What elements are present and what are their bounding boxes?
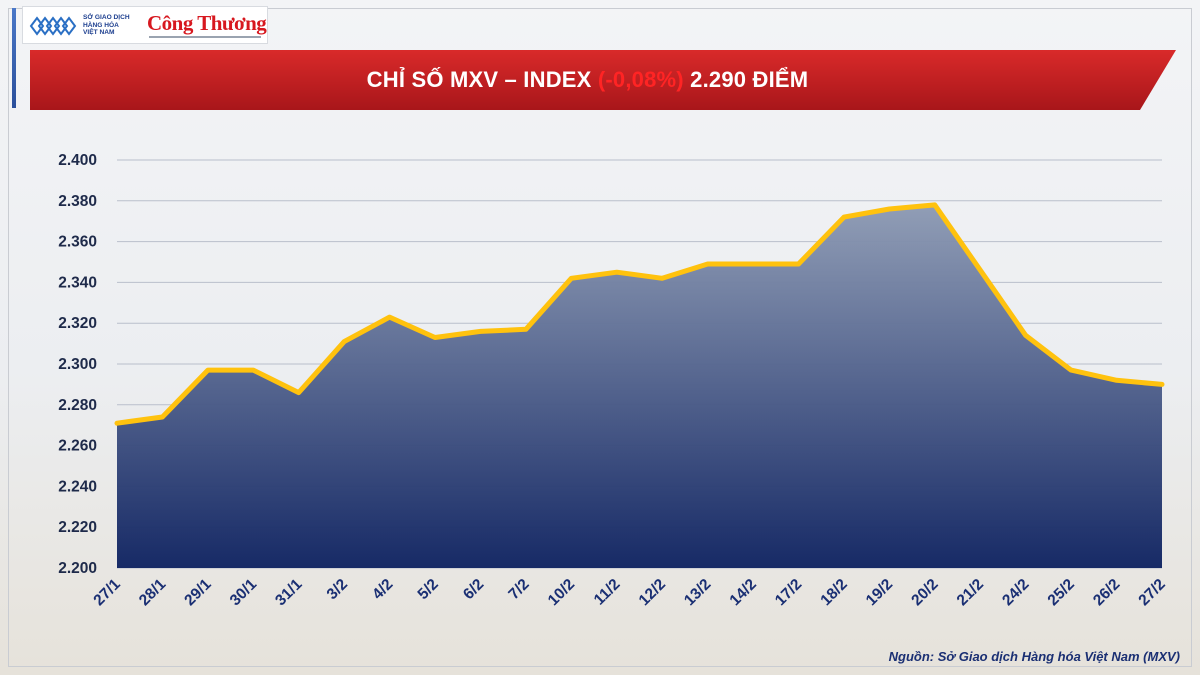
y-tick-label: 2.200	[58, 560, 97, 577]
mxv-logo-line-2: HÀNG HÓA	[83, 21, 119, 29]
title-prefix: CHỈ SỐ MXV – INDEX	[366, 67, 598, 92]
area-fill	[117, 204, 1162, 568]
x-tick-label: 14/2	[727, 576, 760, 609]
y-tick-label: 2.220	[58, 519, 97, 536]
y-tick-label: 2.340	[58, 274, 97, 291]
y-tick-label: 2.260	[58, 438, 97, 455]
x-tick-label: 12/2	[636, 576, 669, 609]
x-tick-label: 27/1	[90, 576, 124, 610]
x-tick-label: 25/2	[1045, 576, 1078, 609]
series-line	[114, 202, 1165, 426]
title-banner-shape	[30, 50, 1176, 110]
x-tick-label: 5/2	[415, 576, 442, 603]
accent-bar	[12, 8, 16, 108]
y-tick-label: 2.380	[58, 193, 97, 210]
x-tick-label: 18/2	[817, 576, 850, 609]
congthuong-logo: Công Thương	[147, 11, 267, 35]
title-change: (-0,08%)	[597, 67, 684, 92]
x-tick-label: 4/2	[369, 576, 396, 603]
outer-frame	[8, 8, 1192, 667]
title-suffix: 2.290 ĐIỂM	[683, 67, 809, 92]
mxv-logo-line-3: VIỆT NAM	[83, 29, 115, 37]
x-tick-label: 20/2	[908, 576, 941, 609]
logo-area: SỞ GIAO DỊCH HÀNG HÓA VIỆT NAM Công Thươ…	[22, 6, 268, 44]
x-tick-label: 19/2	[863, 576, 896, 609]
mxv-logo-line-1: SỞ GIAO DỊCH	[83, 14, 130, 21]
x-tick-label: 17/2	[772, 576, 805, 609]
y-tick-label: 2.400	[58, 152, 97, 169]
x-tick-label: 11/2	[591, 576, 624, 609]
x-tick-label: 29/1	[181, 576, 215, 610]
x-tick-label: 3/2	[324, 576, 351, 603]
x-tick-label: 31/1	[272, 576, 306, 610]
y-tick-label: 2.320	[58, 315, 97, 332]
y-tick-label: 2.360	[58, 234, 97, 251]
y-tick-label: 2.240	[58, 478, 97, 495]
x-tick-label: 13/2	[681, 576, 714, 609]
x-tick-label: 27/2	[1135, 576, 1168, 609]
x-tick-label: 24/2	[999, 576, 1032, 609]
x-tick-label: 26/2	[1090, 576, 1123, 609]
x-tick-label: 30/1	[227, 576, 261, 610]
y-tick-label: 2.280	[58, 397, 97, 414]
x-tick-label: 10/2	[545, 576, 578, 609]
x-tick-label: 28/1	[136, 576, 170, 610]
congthuong-logo-underline	[149, 36, 261, 38]
x-tick-label: 21/2	[954, 576, 987, 609]
x-tick-label: 6/2	[460, 576, 487, 603]
y-tick-label: 2.300	[58, 356, 97, 373]
mxv-logo-icon	[29, 16, 77, 36]
source-note: Nguồn: Sở Giao dịch Hàng hóa Việt Nam (M…	[888, 649, 1180, 664]
chart-title: CHỈ SỐ MXV – INDEX (-0,08%) 2.290 ĐIỂM	[30, 50, 1145, 110]
x-tick-label: 7/2	[505, 576, 532, 603]
mxv-logo-text: SỞ GIAO DỊCH HÀNG HÓA VIỆT NAM	[83, 14, 145, 37]
